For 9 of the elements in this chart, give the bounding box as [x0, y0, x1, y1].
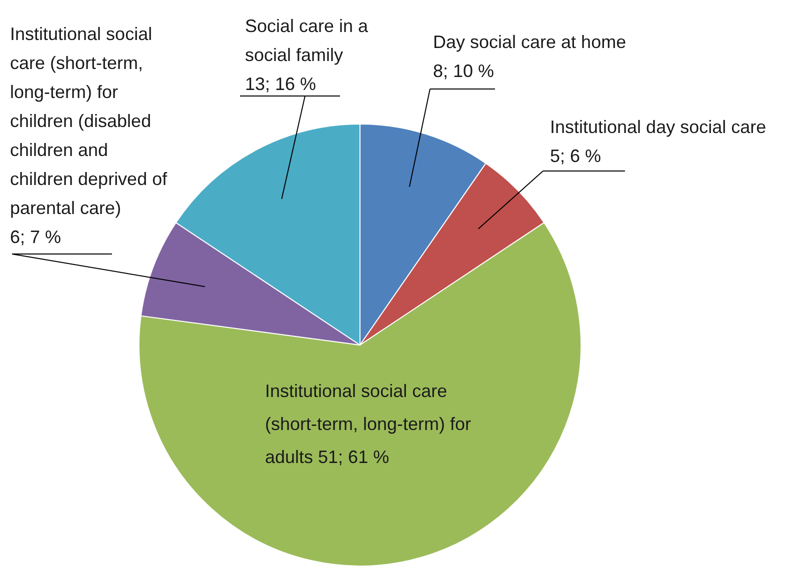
slice-label: Day social care at home	[433, 32, 626, 52]
slice-label: Institutional day social care	[550, 117, 766, 137]
slice-label: Institutional social care (short-term, long-term) for children (disabled children and children deprived of parental care)	[10, 24, 168, 218]
slice-label: Institutional social care (short-term, long-term) for adults 51; 61 %	[265, 381, 472, 467]
slice-label: Social care in a social family	[245, 16, 370, 65]
data-label: 13; 16 %	[245, 74, 316, 94]
data-label: 6; 7 %	[10, 227, 62, 247]
data-label: 5; 6 %	[550, 146, 602, 166]
data-label: 8; 10 %	[433, 61, 494, 81]
